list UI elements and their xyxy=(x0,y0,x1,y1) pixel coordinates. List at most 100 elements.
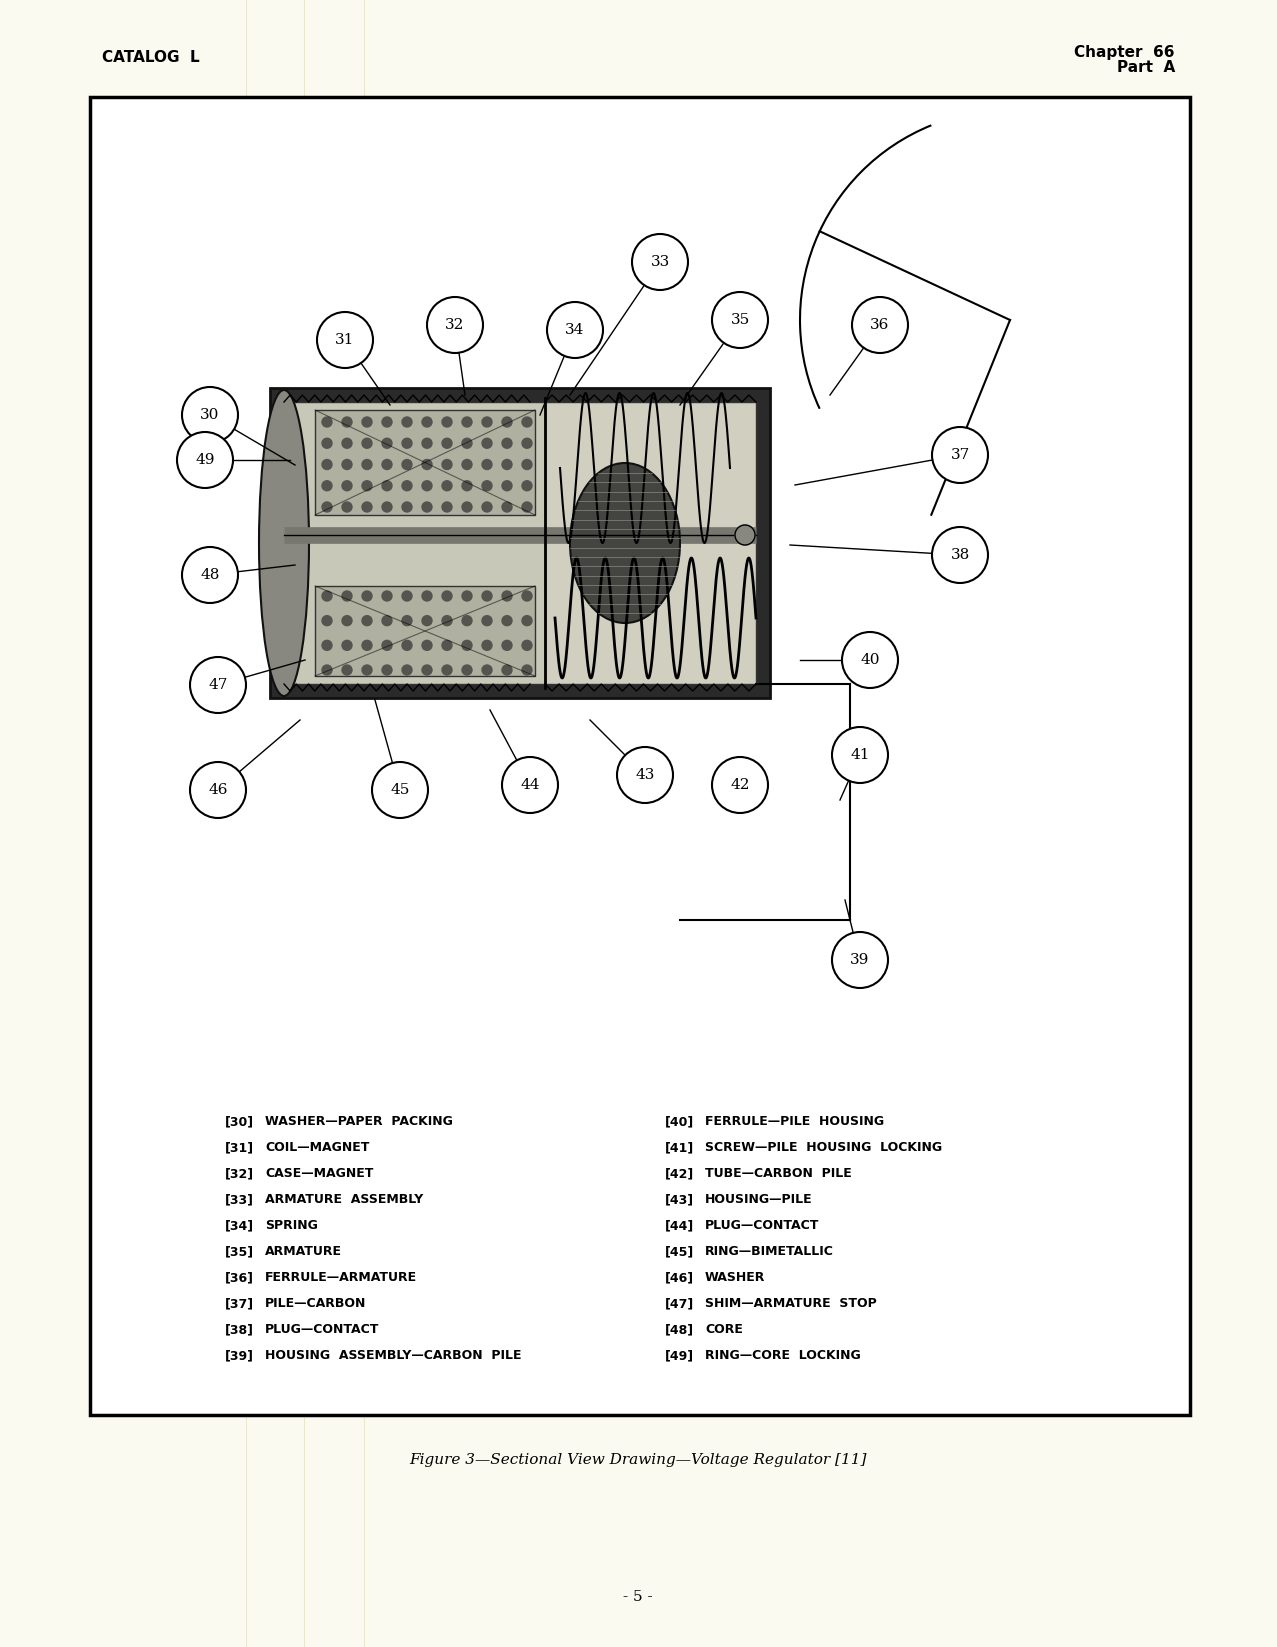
Circle shape xyxy=(932,427,988,483)
Text: 48: 48 xyxy=(200,568,220,581)
Circle shape xyxy=(372,763,428,819)
Text: 44: 44 xyxy=(520,777,540,792)
Circle shape xyxy=(342,502,352,512)
Circle shape xyxy=(342,616,352,626)
Circle shape xyxy=(342,438,352,448)
Text: CASE—MAGNET: CASE—MAGNET xyxy=(266,1168,373,1179)
Text: 43: 43 xyxy=(636,768,655,782)
Circle shape xyxy=(502,438,512,448)
Circle shape xyxy=(442,481,452,491)
Circle shape xyxy=(402,616,412,626)
Circle shape xyxy=(361,616,372,626)
Circle shape xyxy=(502,502,512,512)
Circle shape xyxy=(481,591,492,601)
Ellipse shape xyxy=(259,390,309,697)
Circle shape xyxy=(481,665,492,675)
Text: SPRING: SPRING xyxy=(266,1219,318,1232)
Text: TUBE—CARBON  PILE: TUBE—CARBON PILE xyxy=(705,1168,852,1179)
Bar xyxy=(269,389,770,698)
Text: 30: 30 xyxy=(200,408,220,422)
Text: RING—BIMETALLIC: RING—BIMETALLIC xyxy=(705,1245,834,1258)
Text: 49: 49 xyxy=(195,453,215,468)
Text: [45]: [45] xyxy=(665,1245,695,1258)
Text: [35]: [35] xyxy=(225,1245,254,1258)
Circle shape xyxy=(382,616,392,626)
Circle shape xyxy=(442,438,452,448)
Circle shape xyxy=(322,641,332,651)
Circle shape xyxy=(442,641,452,651)
Circle shape xyxy=(190,763,246,819)
Circle shape xyxy=(178,432,232,488)
Circle shape xyxy=(833,726,888,782)
Circle shape xyxy=(462,481,472,491)
Circle shape xyxy=(522,591,533,601)
Text: [44]: [44] xyxy=(665,1219,695,1232)
Circle shape xyxy=(462,616,472,626)
Text: [34]: [34] xyxy=(225,1219,254,1232)
Text: 42: 42 xyxy=(730,777,750,792)
Circle shape xyxy=(342,481,352,491)
Circle shape xyxy=(402,591,412,601)
Circle shape xyxy=(421,591,432,601)
Text: 31: 31 xyxy=(336,333,355,348)
Circle shape xyxy=(462,502,472,512)
Circle shape xyxy=(617,748,673,804)
Circle shape xyxy=(342,641,352,651)
Circle shape xyxy=(322,460,332,469)
Circle shape xyxy=(736,525,755,545)
Bar xyxy=(89,97,1190,1415)
Text: 47: 47 xyxy=(208,679,227,692)
Circle shape xyxy=(421,641,432,651)
Circle shape xyxy=(361,481,372,491)
Circle shape xyxy=(481,616,492,626)
Circle shape xyxy=(833,932,888,988)
Text: 34: 34 xyxy=(566,323,585,338)
Circle shape xyxy=(402,665,412,675)
Text: [46]: [46] xyxy=(665,1271,695,1285)
Text: [41]: [41] xyxy=(665,1141,695,1155)
Circle shape xyxy=(361,591,372,601)
Circle shape xyxy=(190,657,246,713)
Text: [43]: [43] xyxy=(665,1192,695,1206)
Text: RING—CORE  LOCKING: RING—CORE LOCKING xyxy=(705,1349,861,1362)
Text: WASHER—PAPER  PACKING: WASHER—PAPER PACKING xyxy=(266,1115,453,1128)
Circle shape xyxy=(481,438,492,448)
Circle shape xyxy=(322,438,332,448)
Text: PILE—CARBON: PILE—CARBON xyxy=(266,1296,366,1309)
Bar xyxy=(315,410,535,516)
Circle shape xyxy=(183,387,238,443)
Circle shape xyxy=(402,438,412,448)
Text: [36]: [36] xyxy=(225,1271,254,1285)
Text: 33: 33 xyxy=(650,255,669,268)
Circle shape xyxy=(852,296,908,352)
Circle shape xyxy=(481,481,492,491)
Circle shape xyxy=(502,665,512,675)
Text: FERRULE—PILE  HOUSING: FERRULE—PILE HOUSING xyxy=(705,1115,884,1128)
Circle shape xyxy=(361,438,372,448)
Circle shape xyxy=(421,438,432,448)
Circle shape xyxy=(481,641,492,651)
Text: CATALOG  L: CATALOG L xyxy=(102,49,199,64)
Text: SHIM—ARMATURE  STOP: SHIM—ARMATURE STOP xyxy=(705,1296,877,1309)
Circle shape xyxy=(462,665,472,675)
Circle shape xyxy=(361,665,372,675)
Text: HOUSING  ASSEMBLY—CARBON  PILE: HOUSING ASSEMBLY—CARBON PILE xyxy=(266,1349,521,1362)
Circle shape xyxy=(481,460,492,469)
Circle shape xyxy=(322,665,332,675)
Bar xyxy=(283,402,756,684)
Text: SCREW—PILE  HOUSING  LOCKING: SCREW—PILE HOUSING LOCKING xyxy=(705,1141,942,1155)
Circle shape xyxy=(442,591,452,601)
Circle shape xyxy=(462,438,472,448)
Circle shape xyxy=(382,438,392,448)
Text: 45: 45 xyxy=(391,782,410,797)
Text: [38]: [38] xyxy=(225,1323,254,1336)
Circle shape xyxy=(547,301,603,357)
Circle shape xyxy=(462,460,472,469)
Circle shape xyxy=(382,417,392,427)
Circle shape xyxy=(361,641,372,651)
Text: Figure 3—Sectional View Drawing—Voltage Regulator [11]: Figure 3—Sectional View Drawing—Voltage … xyxy=(409,1453,867,1467)
Circle shape xyxy=(442,502,452,512)
Circle shape xyxy=(502,616,512,626)
Circle shape xyxy=(382,641,392,651)
Text: [31]: [31] xyxy=(225,1141,254,1155)
